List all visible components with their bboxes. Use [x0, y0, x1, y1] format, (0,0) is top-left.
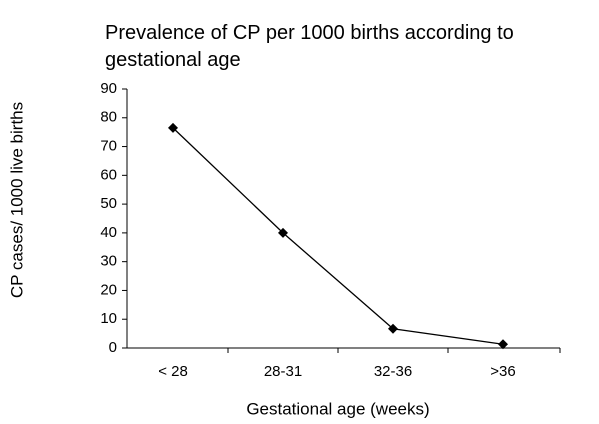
x-tick-label: 28-31	[264, 363, 302, 380]
x-tick-label: 32-36	[374, 363, 412, 380]
y-tick-label: 40	[100, 224, 117, 241]
chart-title: Prevalence of CP per 1000 births accordi…	[105, 22, 514, 71]
y-tick-label: 50	[100, 195, 117, 212]
y-tick-label: 20	[100, 281, 117, 298]
y-tick-label: 90	[100, 80, 117, 97]
x-axis-label: Gestational age (weeks)	[246, 399, 429, 418]
y-tick-label: 0	[109, 339, 117, 356]
marker	[498, 339, 508, 350]
marker	[168, 122, 178, 133]
y-tick-label: 80	[100, 109, 117, 126]
marker	[278, 227, 288, 238]
x-tick-label: < 28	[158, 363, 188, 380]
y-tick-label: 70	[100, 138, 117, 155]
marker	[388, 323, 398, 334]
line	[172, 127, 504, 345]
y-tick-label: 60	[100, 166, 117, 183]
y-tick-label: 30	[100, 253, 117, 270]
x-tick-label: >36	[490, 363, 515, 380]
y-axis-label: CP cases/ 1000 live births	[7, 102, 26, 298]
y-tick-label: 10	[100, 310, 117, 327]
